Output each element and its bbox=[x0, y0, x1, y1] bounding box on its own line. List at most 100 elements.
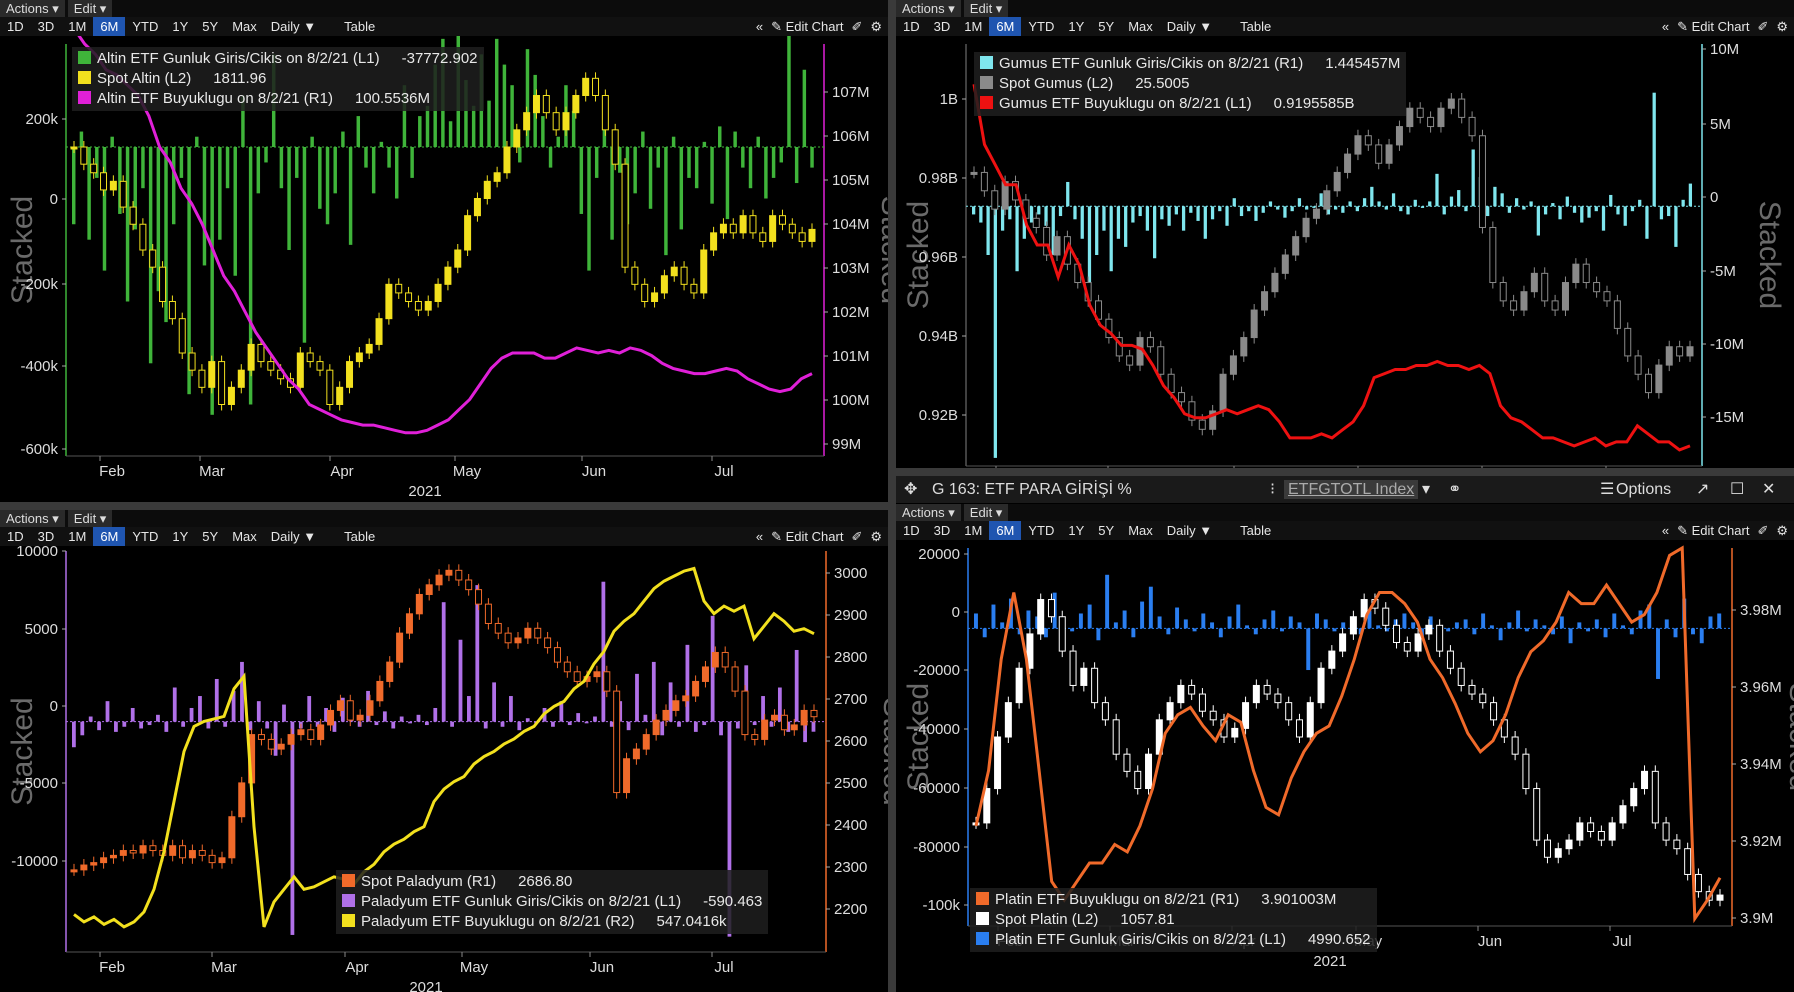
flow-bar bbox=[1542, 625, 1547, 629]
options-button[interactable]: Options bbox=[1616, 481, 1672, 498]
actions-menu[interactable]: Actions ▾ bbox=[0, 510, 65, 527]
range-button-6m[interactable]: 6M bbox=[93, 527, 126, 546]
edit-menu[interactable]: Edit ▾ bbox=[67, 0, 113, 17]
range-button-1d[interactable]: 1D bbox=[7, 19, 24, 34]
table-button[interactable]: Table bbox=[344, 529, 376, 544]
range-button-3d[interactable]: 3D bbox=[933, 19, 951, 34]
legend-row[interactable]: Spot Altin (L2) 1811.96 bbox=[78, 69, 478, 89]
flow-bar bbox=[171, 147, 176, 225]
candle-body bbox=[1302, 217, 1310, 238]
gear-icon[interactable]: ⚙ bbox=[870, 529, 882, 544]
table-button[interactable]: Table bbox=[1240, 523, 1272, 538]
range-button-1y[interactable]: 1Y bbox=[172, 529, 189, 544]
range-button-1m[interactable]: 1M bbox=[68, 529, 87, 544]
maximize-icon[interactable]: ☐ bbox=[1730, 481, 1745, 498]
range-button-1y[interactable]: 1Y bbox=[172, 19, 189, 34]
link-icon[interactable]: ⚭ bbox=[1448, 481, 1462, 498]
legend-row[interactable]: Spot Platin (L2) 1057.81 bbox=[976, 910, 1371, 930]
collapse-icon[interactable]: « bbox=[1661, 19, 1670, 34]
edit-icon[interactable]: ✐ bbox=[851, 19, 863, 34]
range-button-ytd[interactable]: YTD bbox=[132, 529, 159, 544]
range-button-5y[interactable]: 5Y bbox=[202, 19, 219, 34]
range-button-1d[interactable]: 1D bbox=[903, 19, 920, 34]
legend-row[interactable]: Altin ETF Buyuklugu on 8/2/21 (R1) 100.55… bbox=[78, 89, 478, 109]
close-icon[interactable]: ✕ bbox=[1762, 481, 1776, 498]
collapse-icon[interactable]: « bbox=[1661, 523, 1670, 538]
legend-row[interactable]: Spot Paladyum (R1) 2686.80 bbox=[342, 872, 762, 892]
actions-menu[interactable]: Actions ▾ bbox=[0, 0, 65, 17]
flow-bar bbox=[1160, 206, 1164, 220]
popout-icon[interactable]: ↗ bbox=[1696, 481, 1710, 498]
edit-chart-button[interactable]: ✎ Edit Chart bbox=[771, 19, 844, 34]
ticker-menu-icon[interactable]: ⁝ bbox=[1270, 481, 1276, 498]
frequency-dropdown[interactable]: Daily ▼ bbox=[1166, 19, 1213, 34]
range-button-1y[interactable]: 1Y bbox=[1068, 523, 1085, 538]
range-button-6m[interactable]: 6M bbox=[989, 17, 1022, 36]
range-button-6m[interactable]: 6M bbox=[989, 521, 1022, 540]
range-button-6m[interactable]: 6M bbox=[93, 17, 126, 36]
legend-row[interactable]: Platin ETF Buyuklugu on 8/2/21 (R1) 3.901… bbox=[976, 890, 1371, 910]
gear-icon[interactable]: ⚙ bbox=[870, 19, 882, 34]
edit-menu[interactable]: Edit ▾ bbox=[963, 504, 1009, 521]
horizontal-divider-right[interactable] bbox=[896, 468, 1794, 476]
range-button-1m[interactable]: 1M bbox=[68, 19, 87, 34]
legend-row[interactable]: Gumus ETF Gunluk Giris/Cikis on 8/2/21 (… bbox=[980, 54, 1400, 74]
flow-bar bbox=[1000, 622, 1005, 629]
left-tick-label: -20000 bbox=[913, 662, 960, 679]
flow-bar bbox=[492, 682, 497, 722]
edit-icon[interactable]: ✐ bbox=[851, 529, 863, 544]
horizontal-divider-left[interactable] bbox=[0, 502, 888, 510]
hamburger-icon[interactable]: ☰ bbox=[1600, 481, 1615, 498]
edit-chart-button[interactable]: ✎ Edit Chart bbox=[1677, 523, 1750, 538]
flow-bar bbox=[1586, 628, 1591, 632]
ticker-dropdown-icon[interactable]: ▾ bbox=[1422, 481, 1431, 498]
legend-row[interactable]: Paladyum ETF Buyuklugu on 8/2/21 (R2) 547… bbox=[342, 912, 762, 932]
edit-chart-button[interactable]: ✎ Edit Chart bbox=[771, 529, 844, 544]
range-button-ytd[interactable]: YTD bbox=[1028, 523, 1055, 538]
edit-menu[interactable]: Edit ▾ bbox=[67, 510, 113, 527]
collapse-icon[interactable]: « bbox=[755, 529, 764, 544]
range-button-max[interactable]: Max bbox=[1128, 19, 1153, 34]
gear-icon[interactable]: ⚙ bbox=[1776, 523, 1788, 538]
range-button-1d[interactable]: 1D bbox=[903, 523, 920, 538]
legend-name: Spot Platin (L2) bbox=[995, 911, 1099, 928]
frequency-dropdown[interactable]: Daily ▼ bbox=[1166, 523, 1213, 538]
legend-row[interactable]: Altin ETF Gunluk Giris/Cikis on 8/2/21 (… bbox=[78, 49, 478, 69]
range-button-ytd[interactable]: YTD bbox=[1028, 19, 1055, 34]
table-button[interactable]: Table bbox=[344, 19, 376, 34]
range-button-5y[interactable]: 5Y bbox=[202, 529, 219, 544]
range-button-max[interactable]: Max bbox=[232, 529, 257, 544]
legend-row[interactable]: Spot Gumus (L2) 25.5005 bbox=[980, 74, 1400, 94]
legend-row[interactable]: Gumus ETF Buyuklugu on 8/2/21 (L1) 0.9195… bbox=[980, 94, 1400, 114]
range-button-max[interactable]: Max bbox=[1128, 523, 1153, 538]
range-button-5y[interactable]: 5Y bbox=[1098, 19, 1115, 34]
legend-row[interactable]: Platin ETF Gunluk Giris/Cikis on 8/2/21 … bbox=[976, 930, 1371, 950]
edit-icon[interactable]: ✐ bbox=[1757, 19, 1769, 34]
range-button-1m[interactable]: 1M bbox=[964, 523, 983, 538]
frequency-dropdown[interactable]: Daily ▼ bbox=[270, 529, 317, 544]
range-button-ytd[interactable]: YTD bbox=[132, 19, 159, 34]
edit-icon[interactable]: ✐ bbox=[1757, 523, 1769, 538]
gear-icon[interactable]: ⚙ bbox=[1776, 19, 1788, 34]
candle-body bbox=[454, 249, 462, 268]
range-button-max[interactable]: Max bbox=[232, 19, 257, 34]
move-icon[interactable]: ✥ bbox=[904, 481, 918, 498]
legend-row[interactable]: Paladyum ETF Gunluk Giris/Cikis on 8/2/2… bbox=[342, 892, 762, 912]
actions-menu[interactable]: Actions ▾ bbox=[896, 0, 961, 17]
range-button-3d[interactable]: 3D bbox=[933, 523, 951, 538]
range-button-1y[interactable]: 1Y bbox=[1068, 19, 1085, 34]
vertical-divider[interactable] bbox=[888, 0, 896, 992]
edit-menu[interactable]: Edit ▾ bbox=[963, 0, 1009, 17]
range-button-3d[interactable]: 3D bbox=[37, 19, 55, 34]
flow-bar bbox=[448, 121, 453, 147]
edit-chart-button[interactable]: ✎ Edit Chart bbox=[1677, 19, 1750, 34]
actions-menu[interactable]: Actions ▾ bbox=[896, 504, 961, 521]
range-button-1d[interactable]: 1D bbox=[7, 529, 24, 544]
table-button[interactable]: Table bbox=[1240, 19, 1272, 34]
range-button-1m[interactable]: 1M bbox=[964, 19, 983, 34]
range-button-5y[interactable]: 5Y bbox=[1098, 523, 1115, 538]
ticker-field[interactable]: ETFGTOTL Index bbox=[1284, 480, 1419, 499]
collapse-icon[interactable]: « bbox=[755, 19, 764, 34]
frequency-dropdown[interactable]: Daily ▼ bbox=[270, 19, 317, 34]
range-button-3d[interactable]: 3D bbox=[37, 529, 55, 544]
